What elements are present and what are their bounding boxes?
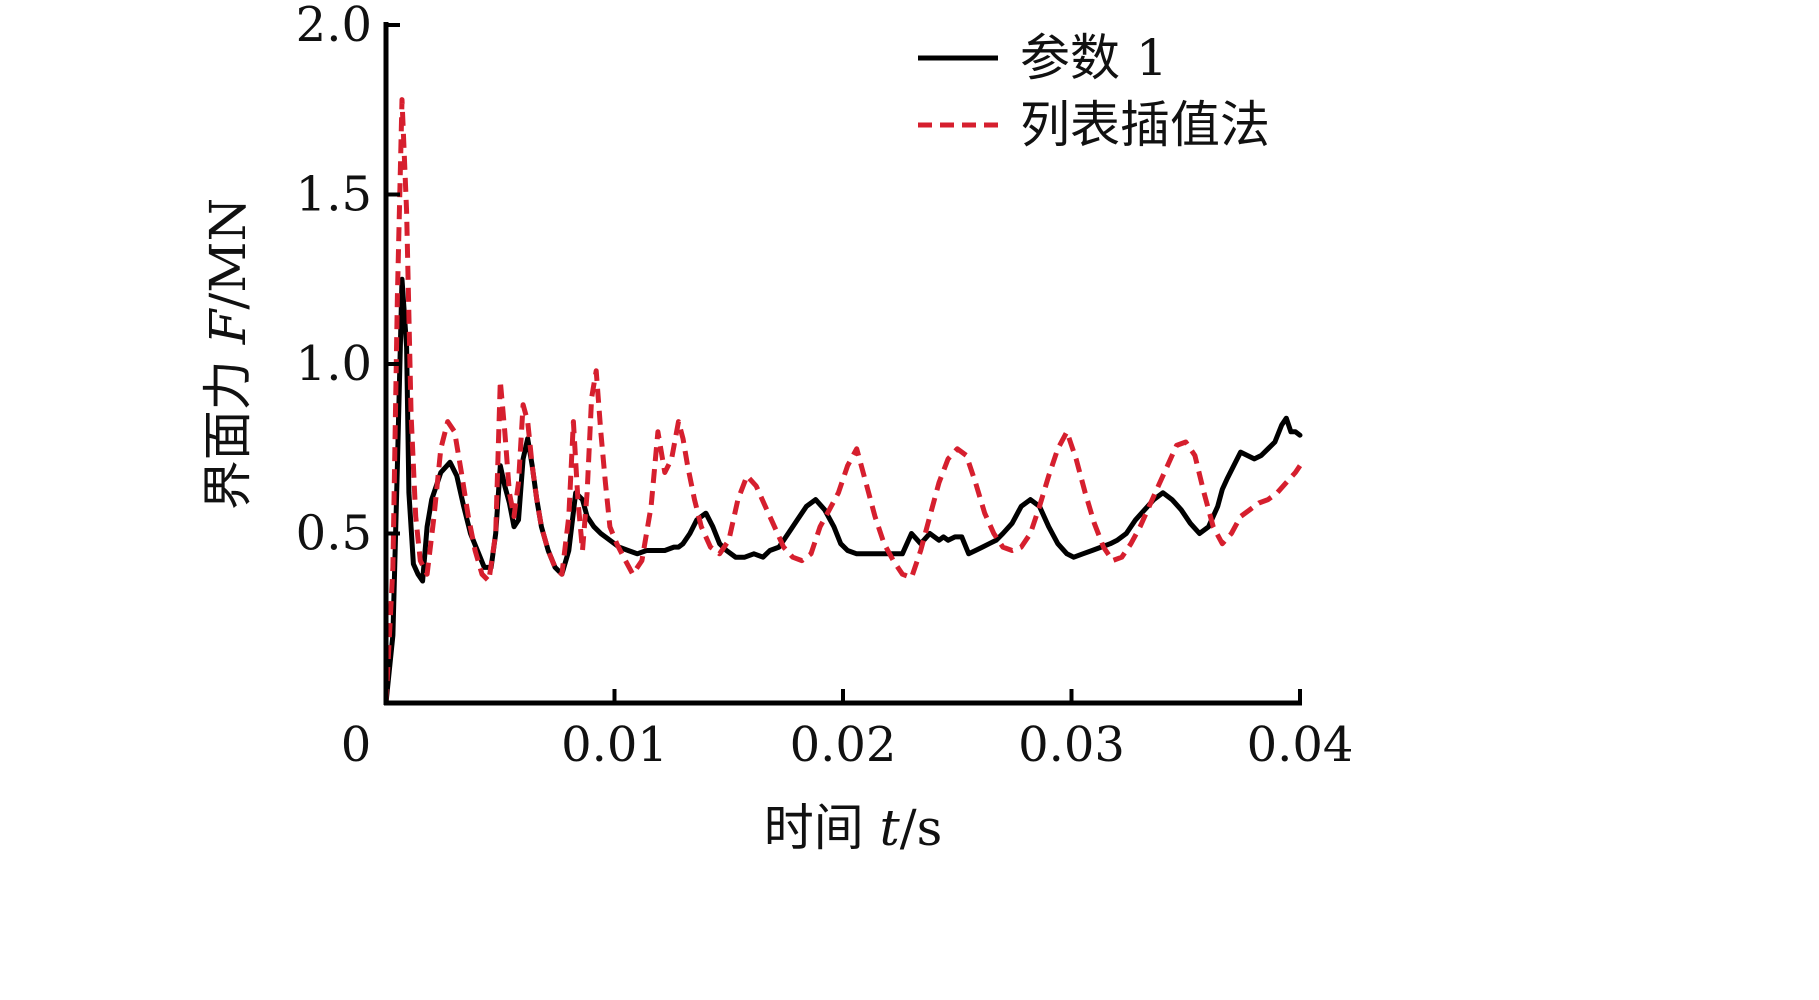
y-tick-label: 1.5 [296,167,372,223]
y-axis-title: 界面力 F/MN [199,198,257,510]
x-axis-title-symbol: t [880,799,901,857]
x-tick-label: 0 [341,717,372,773]
series-line-1 [383,276,1303,706]
x-tick-label: 0.04 [1247,717,1354,773]
x-axis-title-text: 时间 [764,799,880,857]
series-line-2 [383,97,1303,704]
y-axis-title-symbol: F [199,307,257,345]
y-axis-title-text: 界面力 [199,344,257,510]
y-axis-title-unit: /MN [199,198,257,310]
y-tick-label: 2.0 [296,0,372,53]
legend: 参数 1 列表插值法 [918,29,1270,154]
x-tick-label: 0.02 [790,717,897,773]
x-axis-title-unit: /s [900,799,943,857]
legend-label-series-1: 参数 1 [1020,29,1168,87]
x-tick-label: 0.01 [561,717,668,773]
series-layer [383,97,1303,706]
legend-label-series-2: 列表插值法 [1020,96,1270,154]
x-axis-title: 时间 t/s [764,799,943,857]
ticks-layer: 0.5 1.0 1.5 2.0 0 0.01 0.02 0.03 0.04 [296,0,1354,773]
y-tick-label: 1.0 [296,336,372,392]
x-tick-label: 0.03 [1018,717,1125,773]
y-tick-label: 0.5 [296,506,372,562]
